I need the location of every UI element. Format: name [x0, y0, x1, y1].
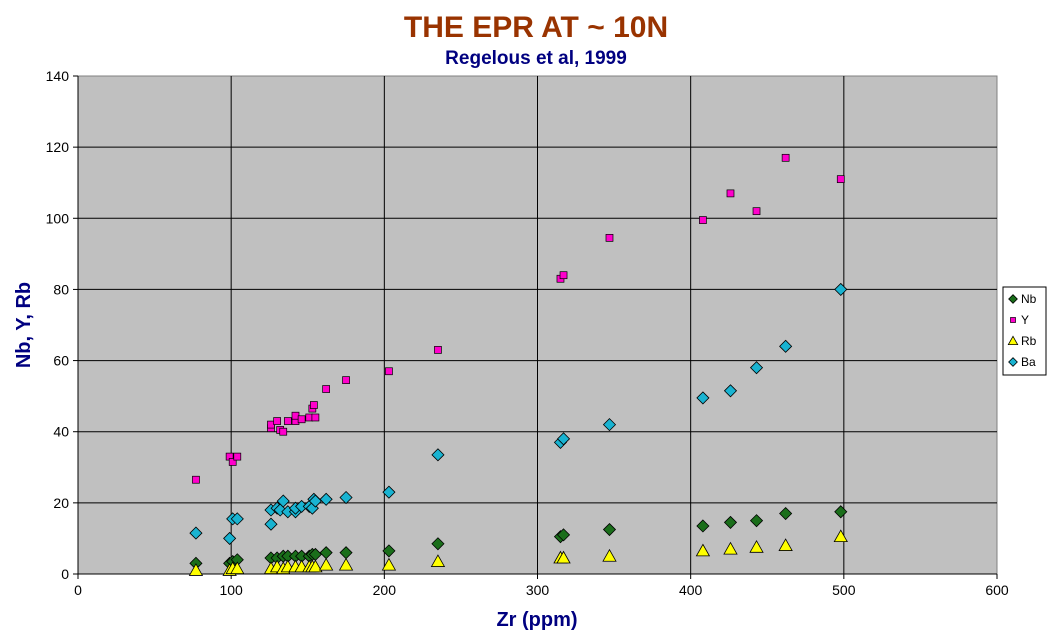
point-rb — [695, 543, 711, 557]
y-tick-label: 120 — [46, 139, 70, 155]
series-rb — [188, 529, 848, 576]
point-ba — [431, 448, 445, 462]
point-rb — [381, 557, 397, 571]
series-nb — [189, 505, 848, 570]
point-rb — [230, 561, 245, 575]
point-ba — [223, 531, 237, 545]
point-y — [233, 452, 242, 461]
point-y — [559, 271, 568, 280]
point-y — [310, 401, 318, 409]
point-ba — [339, 490, 353, 505]
point-nb — [749, 514, 764, 528]
point-ba — [276, 494, 290, 508]
y-axis-ticks: 0 20 40 60 80 100 120 140 — [46, 68, 78, 582]
point-rb — [723, 541, 738, 555]
legend: Nb Y Rb Ba — [1002, 286, 1047, 376]
chart-subtitle: Regelous et al, 1999 — [445, 48, 627, 69]
point-y — [385, 367, 393, 376]
x-axis-ticks: 0 100 200 300 400 500 600 — [74, 574, 1009, 598]
point-rb — [308, 559, 323, 573]
y-tick-label: 20 — [53, 495, 69, 511]
point-rb — [749, 540, 764, 553]
y-tick-label: 60 — [53, 353, 69, 369]
legend-label-ba: Ba — [1021, 355, 1036, 369]
point-y — [273, 417, 281, 425]
point-ba — [723, 384, 738, 398]
x-tick-label: 100 — [219, 582, 243, 598]
point-nb — [602, 522, 617, 537]
x-tick-label: 0 — [74, 582, 82, 598]
legend-label-rb: Rb — [1021, 334, 1037, 348]
grid-lines — [78, 76, 997, 574]
series-ba — [189, 282, 848, 545]
x-tick-label: 300 — [526, 582, 550, 598]
point-y — [752, 207, 761, 216]
point-y — [228, 458, 237, 466]
point-rb — [188, 563, 204, 576]
y-axis-label: Nb, Y, Rb — [13, 282, 35, 368]
series-y — [192, 153, 845, 484]
point-ba — [749, 361, 764, 375]
point-y — [781, 153, 790, 162]
point-nb — [696, 519, 710, 533]
point-ba — [602, 418, 617, 432]
point-y — [836, 175, 845, 184]
legend-marker-nb — [1008, 294, 1018, 304]
legend-label-y: Y — [1021, 313, 1029, 327]
point-ba — [230, 512, 244, 526]
point-y — [283, 417, 292, 425]
point-y — [297, 415, 306, 424]
point-ba — [834, 282, 848, 296]
point-rb — [430, 554, 446, 567]
point-rb — [602, 548, 617, 562]
point-y — [342, 376, 350, 384]
chart-title: THE EPR AT ~ 10N — [404, 11, 668, 44]
point-rb — [833, 529, 848, 543]
point-ba — [382, 485, 396, 499]
x-axis-label: Zr (ppm) — [496, 609, 577, 631]
point-ba — [308, 494, 322, 508]
point-y — [311, 413, 320, 422]
point-y — [605, 234, 614, 242]
point-nb — [556, 528, 571, 542]
point-nb — [431, 537, 445, 551]
legend-marker-ba — [1008, 357, 1018, 367]
point-ba — [264, 517, 278, 531]
x-tick-label: 500 — [832, 582, 856, 598]
point-rb — [338, 557, 354, 571]
point-nb — [382, 544, 396, 558]
x-tick-label: 400 — [679, 582, 703, 598]
point-y — [434, 346, 442, 354]
point-ba — [696, 391, 710, 405]
y-tick-label: 40 — [53, 424, 69, 440]
point-nb — [834, 505, 848, 519]
point-rb — [318, 557, 334, 571]
x-tick-label: 600 — [985, 582, 1009, 598]
data-points — [188, 153, 848, 576]
point-y — [192, 475, 200, 484]
legend-marker-rb — [1007, 335, 1019, 346]
point-rb — [556, 550, 571, 564]
point-y — [322, 385, 330, 393]
point-y — [726, 189, 735, 198]
x-tick-label: 200 — [373, 582, 397, 598]
point-ba — [189, 526, 203, 540]
point-rb — [778, 538, 793, 551]
point-y — [699, 216, 707, 224]
point-ba — [319, 492, 333, 506]
legend-label-nb: Nb — [1021, 292, 1037, 306]
y-tick-label: 140 — [46, 68, 70, 84]
point-ba — [779, 339, 793, 353]
legend-box — [1002, 286, 1047, 376]
y-tick-label: 100 — [46, 210, 70, 226]
point-ba — [556, 432, 571, 446]
y-tick-label: 0 — [61, 566, 69, 582]
point-nb — [723, 515, 738, 529]
point-y — [279, 427, 288, 436]
y-tick-label: 80 — [53, 281, 69, 297]
point-nb — [779, 506, 793, 521]
legend-marker-y — [1010, 317, 1016, 323]
